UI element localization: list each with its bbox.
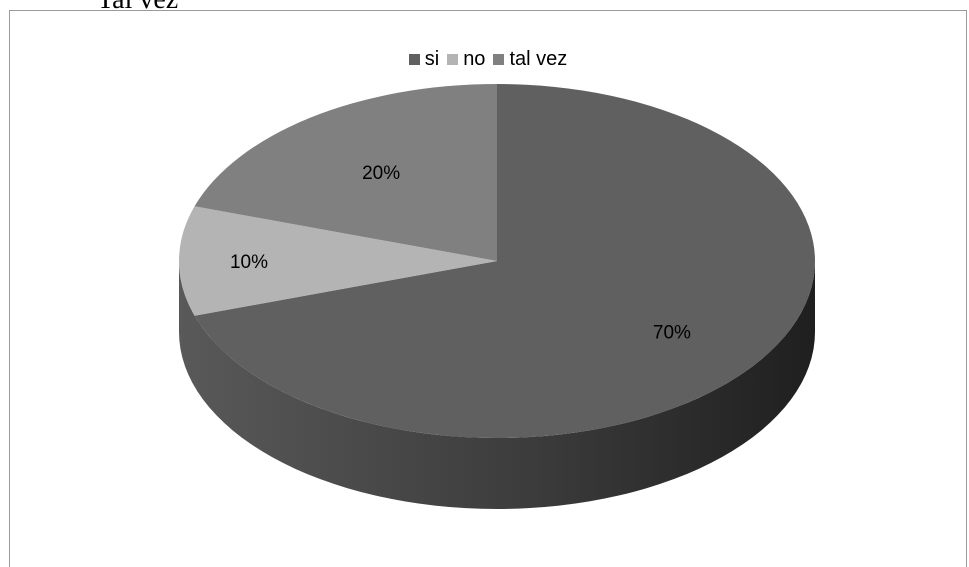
legend-label-no: no xyxy=(463,48,486,70)
slice-si xyxy=(194,84,815,438)
slice-no xyxy=(178,206,497,316)
pie-side-wall xyxy=(179,261,815,509)
data-label-tal-vez: 20% xyxy=(362,163,400,184)
pie-chart: 70% 10% 20% xyxy=(178,84,815,509)
legend-swatch-no xyxy=(447,54,459,65)
data-label-no: 10% xyxy=(230,252,268,273)
pie-top-layer xyxy=(178,84,815,438)
legend-swatch-tal-vez xyxy=(493,54,505,65)
legend-item-tal-vez: tal vez xyxy=(493,48,567,71)
chart-area: si no tal vez 70% 10% 20% xyxy=(9,10,967,567)
data-label-si: 70% xyxy=(653,323,691,344)
legend-item-si: si xyxy=(408,48,440,71)
pie-label-layer: 70% 10% 20% xyxy=(230,163,691,344)
legend-label-tal-vez: tal vez xyxy=(509,48,568,70)
legend-label-si: si xyxy=(424,48,440,70)
legend-item-no: no xyxy=(447,48,485,71)
legend: si no tal vez xyxy=(10,48,966,71)
legend-swatch-si xyxy=(408,54,420,65)
slice-tal-vez xyxy=(194,84,497,261)
pie-side-layer xyxy=(179,261,815,509)
